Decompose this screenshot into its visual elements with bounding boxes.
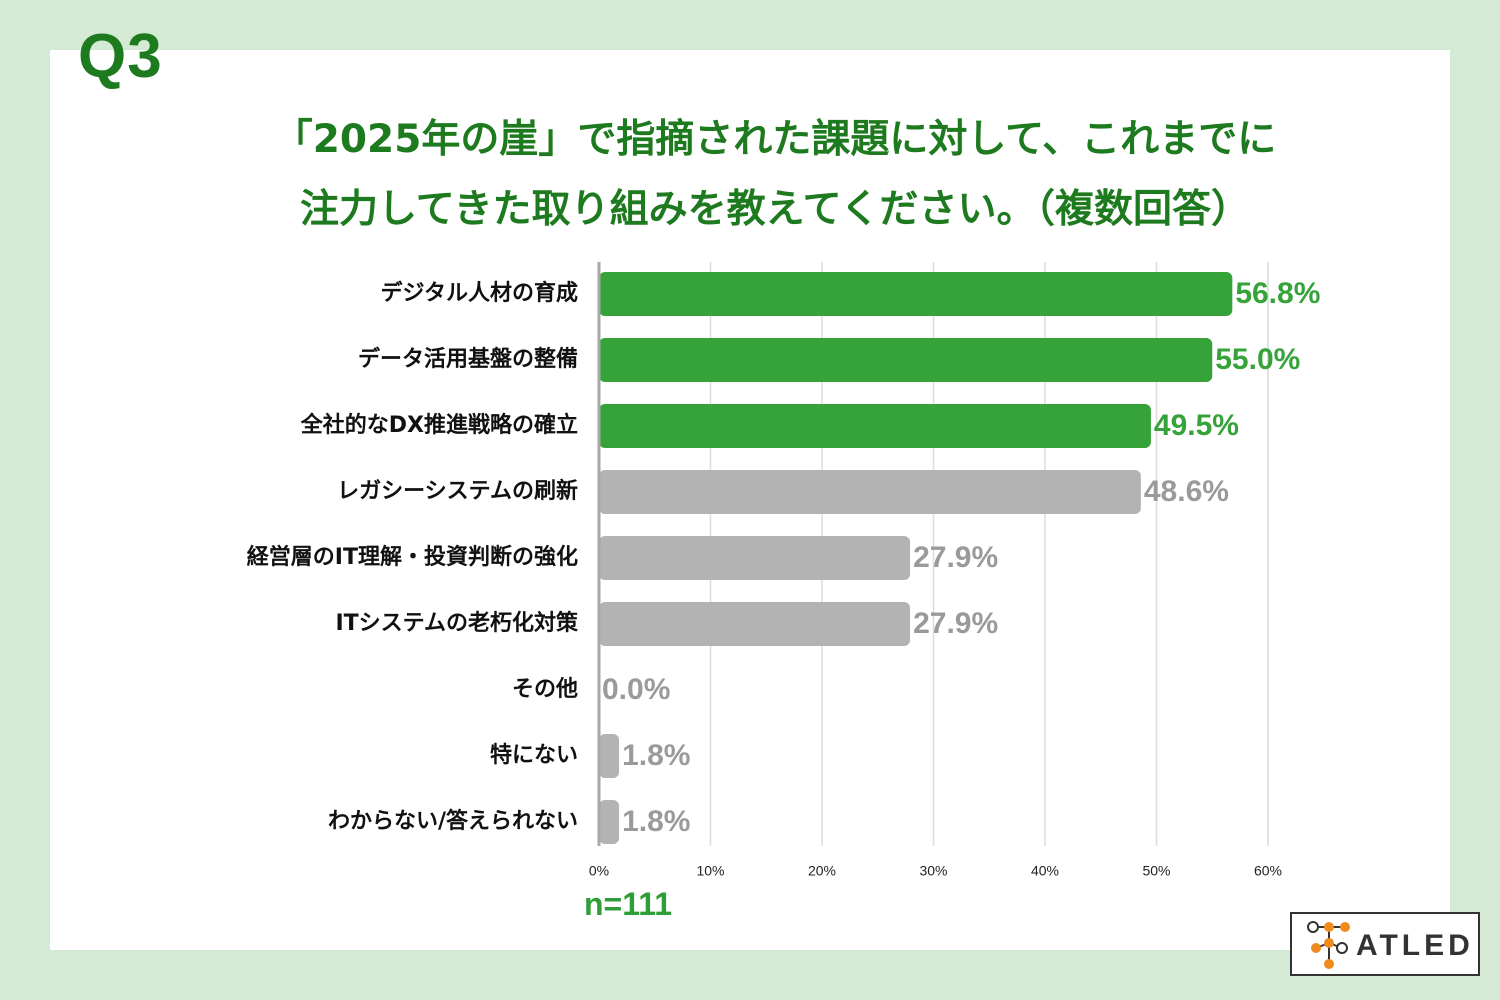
brand-logo-text: ATLED <box>1356 929 1474 962</box>
bar <box>599 272 1233 316</box>
x-tick-label: 40% <box>1031 863 1059 879</box>
category-label: デジタル人材の育成 <box>380 280 578 306</box>
sample-size-label: n=111 <box>584 886 673 922</box>
bar <box>599 602 911 646</box>
category-label: 特にない <box>490 742 578 768</box>
category-label: データ活用基盤の整備 <box>358 346 578 372</box>
bar <box>599 338 1213 382</box>
question-label: Q3 <box>78 22 163 91</box>
x-tick-label: 50% <box>1142 863 1170 879</box>
chart-title-line-2: 注力してきた取り組みを教えてください。（複数回答） <box>299 187 1251 232</box>
data-label: 1.8% <box>622 739 690 772</box>
bar <box>599 404 1151 448</box>
x-tick-label: 20% <box>808 863 836 879</box>
bar <box>599 470 1141 514</box>
data-label: 27.9% <box>913 607 998 640</box>
data-label: 56.8% <box>1235 277 1320 310</box>
category-label: ITシステムの老朽化対策 <box>335 610 579 636</box>
bar <box>599 536 911 580</box>
category-label: 経営層のIT理解・投資判断の強化 <box>247 544 578 570</box>
category-label: レガシーシステムの刷新 <box>337 478 578 504</box>
x-tick-label: 60% <box>1254 863 1282 879</box>
bar <box>599 734 620 778</box>
data-label: 48.6% <box>1144 475 1229 508</box>
x-tick-label: 30% <box>919 863 947 879</box>
data-label: 55.0% <box>1215 343 1300 376</box>
brand-logo: ATLED <box>1290 912 1480 976</box>
data-label: 49.5% <box>1154 409 1239 442</box>
x-tick-label: 0% <box>589 863 609 879</box>
data-label: 1.8% <box>622 805 690 838</box>
data-label: 27.9% <box>913 541 998 574</box>
bar <box>599 800 620 844</box>
category-label: その他 <box>512 677 578 702</box>
x-tick-label: 10% <box>696 863 724 879</box>
data-label: 0.0% <box>602 673 670 706</box>
category-label: 全社的なDX推進戦略の確立 <box>300 412 578 438</box>
category-label: わからない/答えられない <box>328 808 578 834</box>
brand-logo-icon <box>1307 921 1350 969</box>
chart-title-line-1: 「2025年の崖」で指摘された課題に対して、これまでに <box>273 117 1277 162</box>
